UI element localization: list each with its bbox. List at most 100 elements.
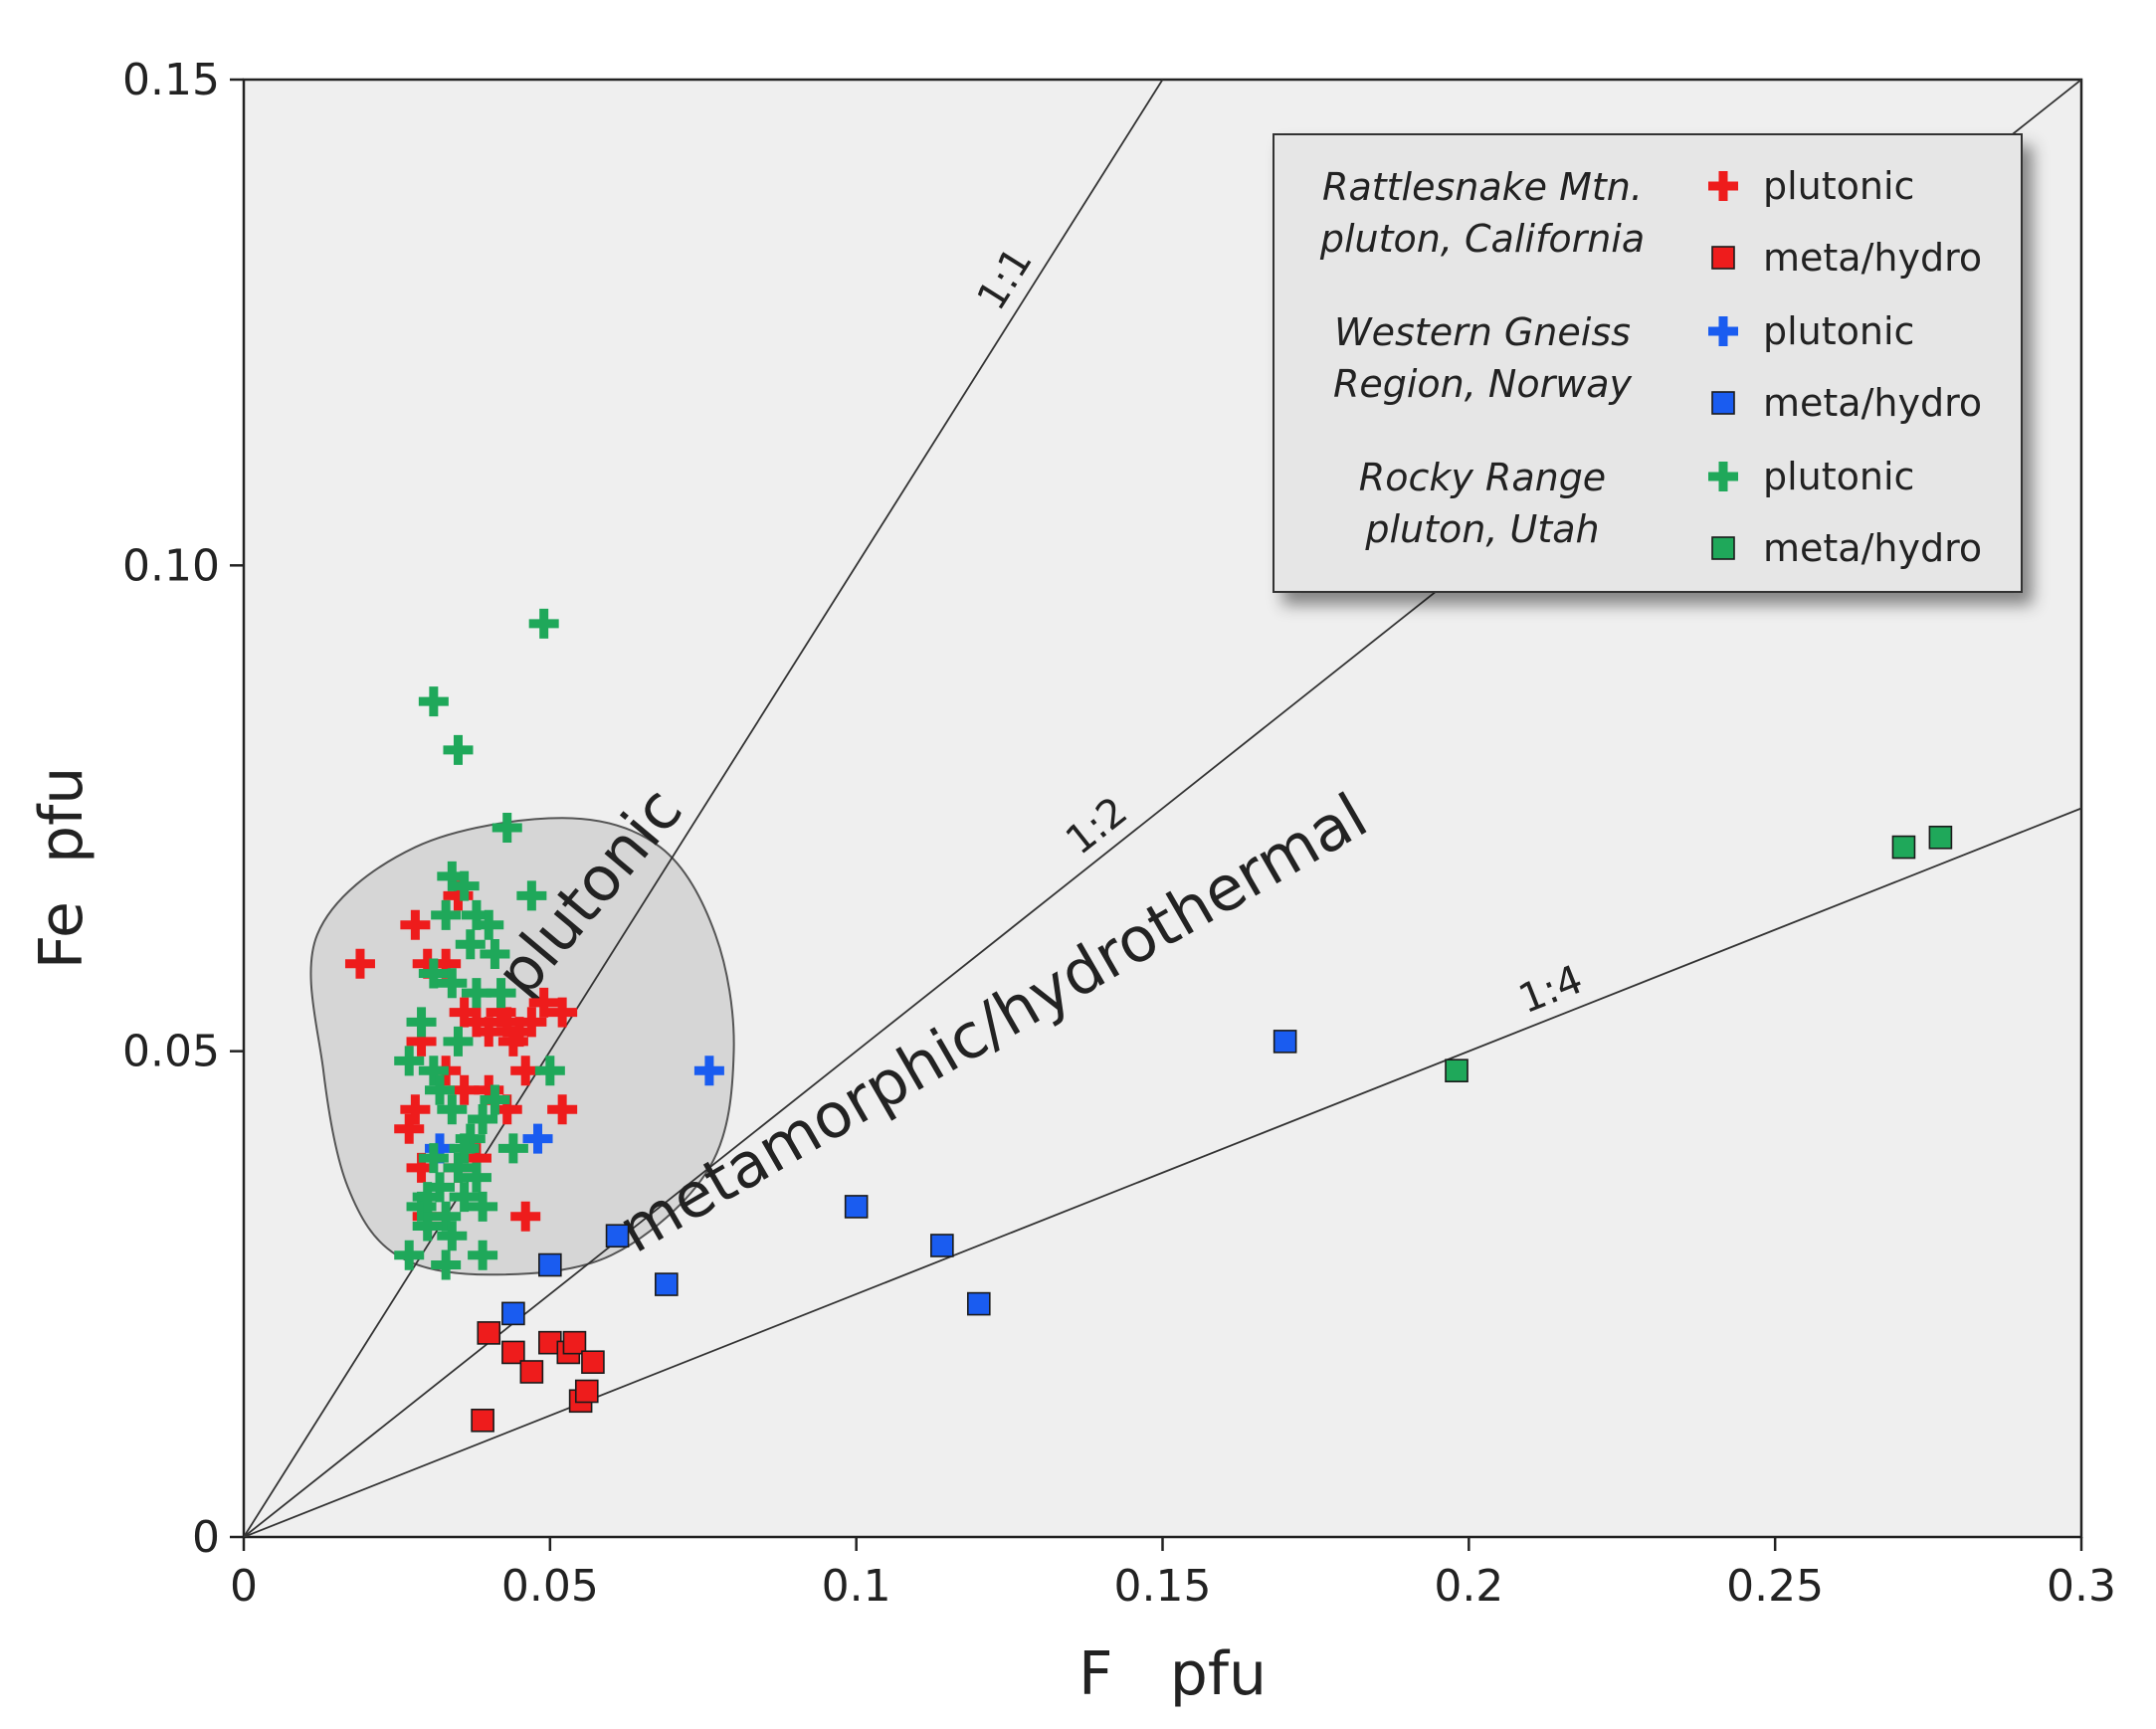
plus-marker bbox=[497, 1026, 528, 1057]
legend-group-name: pluton, Utah bbox=[1364, 507, 1599, 551]
square-marker bbox=[574, 1379, 599, 1404]
square-marker bbox=[655, 1272, 679, 1296]
square-marker bbox=[501, 1301, 525, 1326]
plus-marker bbox=[486, 978, 516, 1009]
plus-marker bbox=[449, 1182, 480, 1213]
plus-marker bbox=[425, 1074, 456, 1105]
plus-marker bbox=[443, 734, 474, 765]
legend-group-name: Rocky Range bbox=[1359, 456, 1606, 499]
plus-marker bbox=[425, 1172, 456, 1203]
legend-plus-marker bbox=[1708, 316, 1738, 346]
plus-marker bbox=[497, 1133, 528, 1164]
y-tick-label: 0.10 bbox=[122, 540, 220, 591]
square-marker bbox=[581, 1350, 605, 1374]
plus-marker bbox=[394, 1240, 425, 1270]
plus-marker bbox=[400, 1094, 431, 1125]
plus-marker bbox=[406, 1007, 437, 1038]
plus-marker bbox=[522, 1123, 553, 1154]
legend-plus-marker bbox=[1708, 462, 1738, 491]
x-axis-title: F pfu bbox=[1078, 1639, 1267, 1709]
plus-marker bbox=[431, 899, 462, 930]
series-5 bbox=[394, 608, 565, 1280]
plus-marker bbox=[510, 1201, 541, 1232]
plus-marker bbox=[394, 1113, 425, 1144]
legend-group-name: pluton, California bbox=[1319, 217, 1645, 261]
plus-marker bbox=[449, 870, 480, 901]
legend-square-marker bbox=[1711, 246, 1735, 270]
square-marker bbox=[844, 1195, 869, 1219]
legend-square-marker bbox=[1711, 536, 1735, 560]
legend-box bbox=[1273, 133, 2023, 593]
ratio-line-1 bbox=[244, 80, 1164, 1537]
plus-marker bbox=[461, 1143, 491, 1174]
square-marker bbox=[471, 1409, 494, 1433]
plus-marker bbox=[437, 1094, 468, 1125]
legend-plus-marker bbox=[1708, 171, 1738, 201]
square-marker bbox=[1928, 825, 1953, 850]
legend-group-name: Western Gneiss bbox=[1334, 310, 1631, 354]
series-1 bbox=[344, 880, 578, 1232]
plus-marker bbox=[418, 686, 449, 717]
square-marker bbox=[1891, 835, 1916, 860]
plus-marker bbox=[534, 1056, 565, 1086]
series-6 bbox=[1445, 825, 1953, 1082]
plus-marker bbox=[437, 968, 468, 999]
plus-marker bbox=[406, 1191, 437, 1222]
square-marker bbox=[605, 1224, 630, 1249]
plus-marker bbox=[474, 1074, 504, 1105]
plus-marker bbox=[504, 1017, 535, 1048]
square-marker bbox=[1273, 1030, 1297, 1054]
legend-group-name: Rattlesnake Mtn. bbox=[1322, 165, 1643, 209]
ratio-line-3 bbox=[244, 807, 2081, 1537]
data-points bbox=[344, 608, 1953, 1433]
square-marker bbox=[501, 1340, 525, 1365]
x-tick-label: 0 bbox=[230, 1561, 258, 1612]
y-tick-label: 0.15 bbox=[122, 55, 220, 105]
square-marker bbox=[538, 1252, 562, 1277]
x-tick-label: 0.1 bbox=[822, 1561, 891, 1612]
plus-marker bbox=[418, 1143, 449, 1174]
y-axis-title: Fe pfu bbox=[27, 767, 97, 970]
plus-marker bbox=[480, 1084, 510, 1115]
legend-entry-label: plutonic bbox=[1763, 164, 1914, 208]
plus-marker bbox=[412, 948, 443, 979]
plus-marker bbox=[449, 997, 480, 1028]
plus-marker bbox=[461, 978, 491, 1009]
legend-entry-label: plutonic bbox=[1763, 309, 1914, 353]
plus-marker bbox=[468, 1191, 498, 1222]
plus-marker bbox=[461, 1007, 491, 1038]
plus-marker bbox=[693, 1056, 724, 1086]
plus-marker bbox=[431, 1201, 462, 1232]
plus-marker bbox=[491, 1007, 522, 1038]
plus-marker bbox=[394, 1046, 425, 1076]
plus-marker bbox=[443, 1152, 474, 1183]
plus-marker bbox=[431, 1249, 462, 1280]
x-tick-label: 0.15 bbox=[1114, 1561, 1212, 1612]
legend-entry-label: plutonic bbox=[1763, 455, 1914, 498]
x-tick-label: 0.05 bbox=[501, 1561, 599, 1612]
plus-marker bbox=[486, 997, 516, 1028]
plus-marker bbox=[480, 939, 510, 969]
square-marker bbox=[477, 1321, 501, 1345]
x-tick-label: 0.2 bbox=[1434, 1561, 1503, 1612]
plus-marker bbox=[461, 899, 491, 930]
plus-marker bbox=[528, 608, 559, 639]
x-axis: 0 0.05 0.1 0.15 0.2 0.25 0.3 bbox=[230, 1537, 2116, 1612]
plus-marker bbox=[491, 813, 522, 844]
plus-marker bbox=[491, 1094, 522, 1125]
plus-marker bbox=[516, 1007, 547, 1038]
plus-marker bbox=[474, 1017, 504, 1048]
legend: Rattlesnake Mtn. pluton, California pluton… bbox=[1273, 133, 2023, 593]
plus-marker bbox=[547, 997, 578, 1028]
square-marker bbox=[1445, 1058, 1469, 1082]
plus-marker bbox=[468, 1104, 498, 1135]
plus-marker bbox=[406, 1152, 437, 1183]
plus-marker bbox=[547, 1094, 578, 1125]
series-4 bbox=[501, 1030, 1297, 1326]
plus-marker bbox=[412, 1211, 443, 1242]
series-2 bbox=[471, 1321, 605, 1433]
square-marker bbox=[966, 1291, 991, 1316]
square-marker bbox=[930, 1234, 954, 1257]
plus-marker bbox=[449, 1133, 480, 1164]
